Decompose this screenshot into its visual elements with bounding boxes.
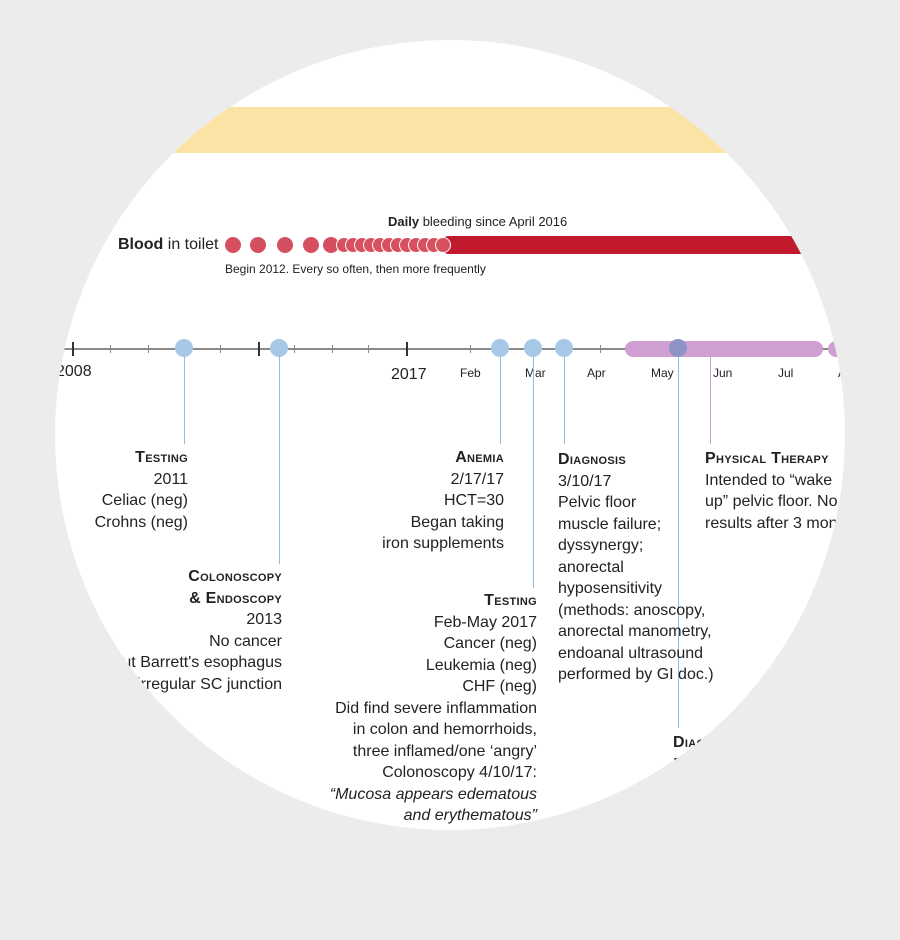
event-colonoscopy: Colonoscopy & Endoscopy 2013 No cancer u… [122,568,282,693]
month-label: Jul [778,366,794,380]
event-testing-2017: Testing Feb-May 2017 Cancer (neg) Leukem… [329,592,537,824]
event-dot-anemia [491,339,509,357]
event-dot-diagnosis [555,339,573,357]
blood-dot [225,237,241,253]
axis-tick [148,345,149,353]
axis-tick [332,345,333,353]
month-label: Mar [525,366,546,380]
blood-dot [435,237,451,253]
connector-diagnosis [564,356,566,444]
axis-tick-major [406,342,408,356]
axis-tick [294,345,295,353]
physical-therapy-bar-2 [828,341,845,357]
blood-row-label: Blood in toilet [118,236,219,253]
event-diagnosis: Diagnosis 3/10/17 Pelvic floor muscle fa… [558,451,714,683]
blood-dot [303,237,319,253]
month-label: Feb [460,366,481,380]
year-label-2017: 2017 [391,366,427,383]
daily-bleeding-bar [440,236,845,254]
event-anemia: Anemia 2/17/17 HCT=30 Began taking iron … [382,449,504,552]
connector-testing-2011 [184,356,186,444]
connector-physical-therapy [710,356,712,444]
event-dot-colonoscopy [270,339,288,357]
axis-tick [470,345,471,353]
month-label: A [838,366,845,380]
event-dot-testing-2017 [524,339,542,357]
magnifier-circle: Blood in toilet Daily bleeding since Apr… [55,40,845,830]
month-label: May [651,366,674,380]
condition-band [55,107,845,153]
connector-testing-2017 [533,356,535,588]
connector-colonoscopy [279,356,281,564]
event-testing-2011: Testing 2011 Celiac (neg) Crohns (neg) [94,449,188,531]
axis-tick [220,345,221,353]
axis-tick [110,345,111,353]
blood-dot [323,237,339,253]
blood-dot [277,237,293,253]
axis-tick [600,345,601,353]
timeline-axis [55,348,845,350]
connector-diag2 [678,356,680,728]
axis-tick-major [72,342,74,356]
physical-therapy-bar [625,341,823,357]
month-label: Apr [587,366,606,380]
event-physical-therapy: Physical Therapy Intended to “wake up” p… [705,450,838,532]
event-dot-testing-2011 [175,339,193,357]
daily-bleeding-label: Daily bleeding since April 2016 [388,214,568,229]
event-dot-diag2 [669,339,687,357]
event-diag2: Diag F [673,734,706,773]
blood-begin-note: Begin 2012. Every so often, then more fr… [225,262,486,276]
connector-anemia [500,356,502,444]
axis-tick-major [258,342,260,356]
axis-tick [368,345,369,353]
blood-dot [250,237,266,253]
month-label: Jun [713,366,733,380]
year-label-2008: 2008 [56,363,92,380]
